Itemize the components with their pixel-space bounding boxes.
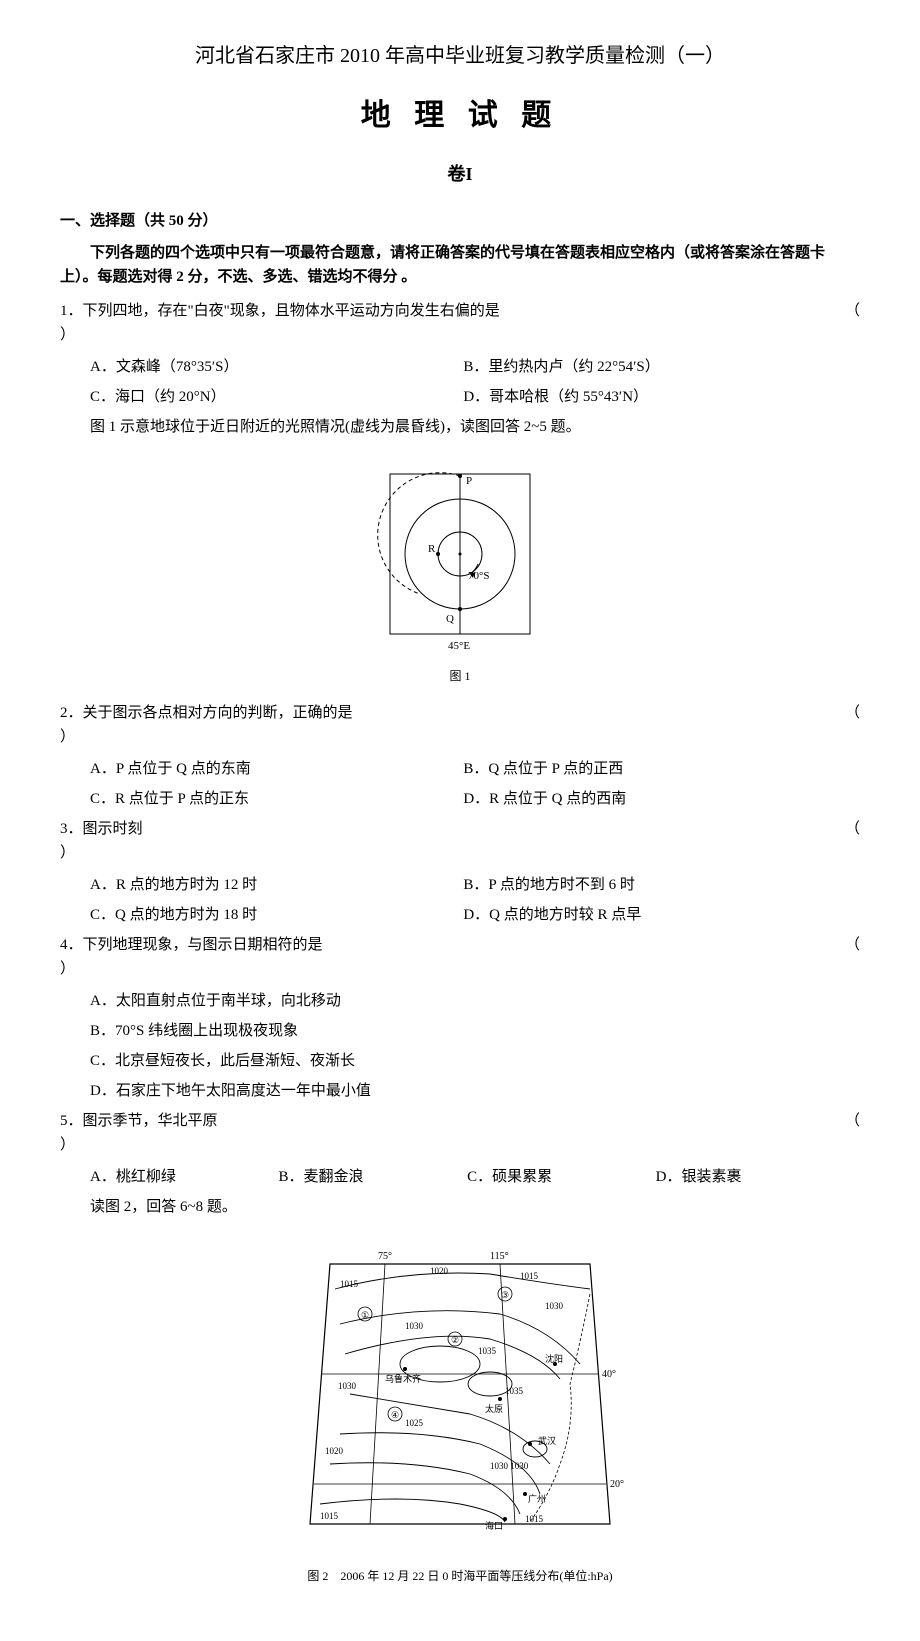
- q4-paren-close: ）: [60, 957, 860, 981]
- fig2-city5: 广州: [528, 1493, 546, 1504]
- q4-opt-d: D．石家庄下地午太阳高度达一年中最小值: [90, 1083, 371, 1099]
- q5-opt-c: C．硕果累累: [467, 1165, 652, 1189]
- q1-text: 1．下列四地，存在"白夜"现象，且物体水平运动方向发生右偏的是: [60, 303, 530, 319]
- q5-text: 5．图示季节，华北平原: [60, 1113, 248, 1129]
- section-instruction: 下列各题的四个选项中只有一项最符合题意，请将正确答案的代号填在答题表相应空格内（…: [60, 241, 860, 289]
- q4-opt-a: A．太阳直射点位于南半球，向北移动: [90, 993, 341, 1009]
- q2-opt-d: D．R 点位于 Q 点的西南: [463, 787, 833, 811]
- fig2-city3: 太原: [485, 1403, 503, 1414]
- q3-opt-b: B．P 点的地方时不到 6 时: [463, 873, 833, 897]
- fig2-p1030d: 1030: [338, 1381, 357, 1391]
- fig2-extra1: 1030: [545, 1301, 564, 1311]
- q3-opt-a: A．R 点的地方时为 12 时: [90, 873, 460, 897]
- q3-opt-d: D．Q 点的地方时较 R 点早: [463, 903, 833, 927]
- q4-opt-c: C．北京昼短夜长，此后昼渐短、夜渐长: [90, 1053, 355, 1069]
- fig1-label-lat: 70°S: [468, 570, 490, 582]
- q4-paren-open: （: [845, 933, 860, 957]
- figure-2: 75° 115° 40° 20° 1015 1020 1015 1030 103…: [60, 1234, 860, 1586]
- fig2-p1015d: 1015: [525, 1514, 544, 1524]
- fig2-c1: ①: [361, 1310, 369, 1320]
- q5-paren-close: ）: [60, 1133, 860, 1157]
- q2-paren-open: （: [845, 701, 860, 725]
- fig2-city6: 海口: [485, 1520, 503, 1531]
- q2-opt-a: A．P 点位于 Q 点的东南: [90, 757, 460, 781]
- fig1-label-r: R: [428, 543, 436, 555]
- q5-opt-b: B．麦翻金浪: [279, 1165, 464, 1189]
- subject-title: 地 理 试 题: [60, 92, 860, 140]
- q5-opt-a: A．桃红柳绿: [90, 1165, 275, 1189]
- q1-opt-d: D．哥本哈根（约 55°43′N）: [463, 385, 833, 409]
- fig2-p1035b: 1035: [505, 1386, 524, 1396]
- q5-options: A．桃红柳绿 B．麦翻金浪 C．硕果累累 D．银装素裹: [60, 1165, 860, 1189]
- q2-options-row2: C．R 点位于 P 点的正东 D．R 点位于 Q 点的西南: [60, 787, 860, 811]
- q5-opt-d: D．银装素裹: [656, 1165, 841, 1189]
- fig2-c3: ③: [501, 1290, 509, 1300]
- fig2-lon2: 115°: [490, 1251, 509, 1262]
- q4-opt-d-row: D．石家庄下地午太阳高度达一年中最小值: [60, 1079, 860, 1103]
- fig1-label-q: Q: [446, 613, 454, 625]
- question-5: 5．图示季节，华北平原 （ ）: [60, 1109, 860, 1157]
- q1-opt-a: A．文森峰（78°35′S）: [90, 355, 460, 379]
- q5-paren-open: （: [845, 1109, 860, 1133]
- q4-opt-b-row: B．70°S 纬线圈上出现极夜现象: [60, 1019, 860, 1043]
- fig2-p1030c: 1030 1030: [490, 1461, 529, 1471]
- fig2-city1: 乌鲁木齐: [385, 1373, 421, 1384]
- fig2-p1030a: 1030: [405, 1321, 424, 1331]
- q3-options-row2: C．Q 点的地方时为 18 时 D．Q 点的地方时较 R 点早: [60, 903, 860, 927]
- q1-paren-close: ）: [60, 323, 860, 347]
- fig2-c2: ②: [451, 1335, 459, 1345]
- q1-options-row2: C．海口（约 20°N） D．哥本哈根（约 55°43′N）: [60, 385, 860, 409]
- q3-options-row1: A．R 点的地方时为 12 时 B．P 点的地方时不到 6 时: [60, 873, 860, 897]
- q3-text: 3．图示时刻: [60, 821, 173, 837]
- fig1-label-lon: 45°E: [448, 640, 470, 652]
- q1-options-row1: A．文森峰（78°35′S） B．里约热内卢（约 22°54′S）: [60, 355, 860, 379]
- q3-opt-c: C．Q 点的地方时为 18 时: [90, 903, 460, 927]
- q3-paren-close: ）: [60, 841, 860, 865]
- fig2-p1015b: 1015: [520, 1271, 539, 1281]
- q2-text: 2．关于图示各点相对方向的判断，正确的是: [60, 705, 383, 721]
- figure-2-svg: 75° 115° 40° 20° 1015 1020 1015 1030 103…: [290, 1234, 630, 1554]
- q1-paren-open: （: [845, 299, 860, 323]
- fig2-lat1: 40°: [602, 1369, 616, 1380]
- q4-text: 4．下列地理现象，与图示日期相符的是: [60, 937, 353, 953]
- figure-2-caption: 图 2 2006 年 12 月 22 日 0 时海平面等压线分布(单位:hPa): [60, 1567, 860, 1586]
- fig2-p1025: 1025: [405, 1418, 424, 1428]
- question-4: 4．下列地理现象，与图示日期相符的是 （ ）: [60, 933, 860, 981]
- fig2-p1020b: 1020: [325, 1446, 344, 1456]
- question-3: 3．图示时刻 （ ）: [60, 817, 860, 865]
- fig2-lat2: 20°: [610, 1479, 624, 1490]
- q1-opt-b: B．里约热内卢（约 22°54′S）: [463, 355, 833, 379]
- q4-opt-b: B．70°S 纬线圈上出现极夜现象: [90, 1023, 298, 1039]
- fig2-city4: 武汉: [538, 1435, 556, 1446]
- main-title: 河北省石家庄市 2010 年高中毕业班复习教学质量检测（一）: [60, 40, 860, 72]
- fig2-p1015c: 1015: [320, 1511, 339, 1521]
- question-1: 1．下列四地，存在"白夜"现象，且物体水平运动方向发生右偏的是 （ ）: [60, 299, 860, 347]
- figure-1: R P Q 70°S 45°E 图 1: [60, 454, 860, 686]
- section-title: 一、选择题（共 50 分）: [60, 209, 860, 233]
- q1-opt-c: C．海口（约 20°N）: [90, 385, 460, 409]
- figure-1-caption: 图 1: [60, 667, 860, 686]
- fig1-context: 图 1 示意地球位于近日附近的光照情况(虚线为晨昏线)，读图回答 2~5 题。: [60, 415, 860, 439]
- fig2-lon1: 75°: [378, 1251, 392, 1262]
- q3-paren-open: （: [845, 817, 860, 841]
- figure-1-svg: R P Q 70°S 45°E: [370, 454, 550, 654]
- volume-label: 卷I: [60, 160, 860, 189]
- q4-opt-a-row: A．太阳直射点位于南半球，向北移动: [60, 989, 860, 1013]
- q2-opt-c: C．R 点位于 P 点的正东: [90, 787, 460, 811]
- q2-opt-b: B．Q 点位于 P 点的正西: [463, 757, 833, 781]
- fig2-city2: 沈阳: [545, 1353, 563, 1364]
- fig2-p1015a: 1015: [340, 1279, 359, 1289]
- fig2-c4: ④: [391, 1410, 399, 1420]
- question-2: 2．关于图示各点相对方向的判断，正确的是 （ ）: [60, 701, 860, 749]
- fig2-p1035a: 1035: [478, 1346, 497, 1356]
- q2-paren-close: ）: [60, 725, 860, 749]
- fig1-label-p: P: [466, 475, 472, 487]
- q2-options-row1: A．P 点位于 Q 点的东南 B．Q 点位于 P 点的正西: [60, 757, 860, 781]
- fig2-context: 读图 2，回答 6~8 题。: [60, 1195, 860, 1219]
- fig2-p1020a: 1020: [430, 1266, 449, 1276]
- q4-opt-c-row: C．北京昼短夜长，此后昼渐短、夜渐长: [60, 1049, 860, 1073]
